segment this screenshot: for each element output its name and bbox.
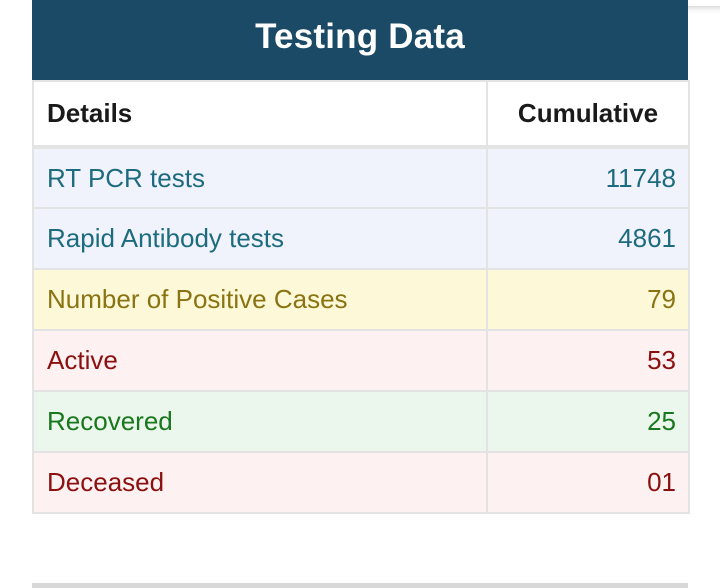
row-value: 4861 [486, 207, 690, 270]
column-header-details: Details [32, 80, 488, 149]
row-value: 01 [486, 451, 690, 514]
column-header-cumulative: Cumulative [486, 80, 690, 149]
row-value: 53 [486, 329, 690, 392]
table-row-rt-pcr-tests: RT PCR tests 11748 [32, 146, 690, 209]
next-section-divider [32, 583, 688, 588]
table-header-row: Details Cumulative [32, 80, 690, 149]
table-row-positive-cases: Number of Positive Cases 79 [32, 268, 690, 331]
table-row-recovered: Recovered 25 [32, 390, 690, 453]
row-label: Active [32, 329, 488, 392]
row-label: Rapid Antibody tests [32, 207, 488, 270]
row-label: Number of Positive Cases [32, 268, 488, 331]
row-label: RT PCR tests [32, 146, 488, 209]
table-row-deceased: Deceased 01 [32, 451, 690, 514]
testing-data-table: Details Cumulative RT PCR tests 11748 Ra… [32, 80, 690, 514]
table-row-active: Active 53 [32, 329, 690, 392]
card-title: Testing Data [32, 0, 688, 80]
table-row-rapid-antibody-tests: Rapid Antibody tests 4861 [32, 207, 690, 270]
card-title-text: Testing Data [255, 17, 465, 56]
row-value: 11748 [486, 146, 690, 209]
row-value: 25 [486, 390, 690, 453]
testing-data-card: Testing Data Details Cumulative RT PCR t… [32, 0, 690, 514]
row-value: 79 [486, 268, 690, 331]
row-label: Recovered [32, 390, 488, 453]
row-label: Deceased [32, 451, 488, 514]
